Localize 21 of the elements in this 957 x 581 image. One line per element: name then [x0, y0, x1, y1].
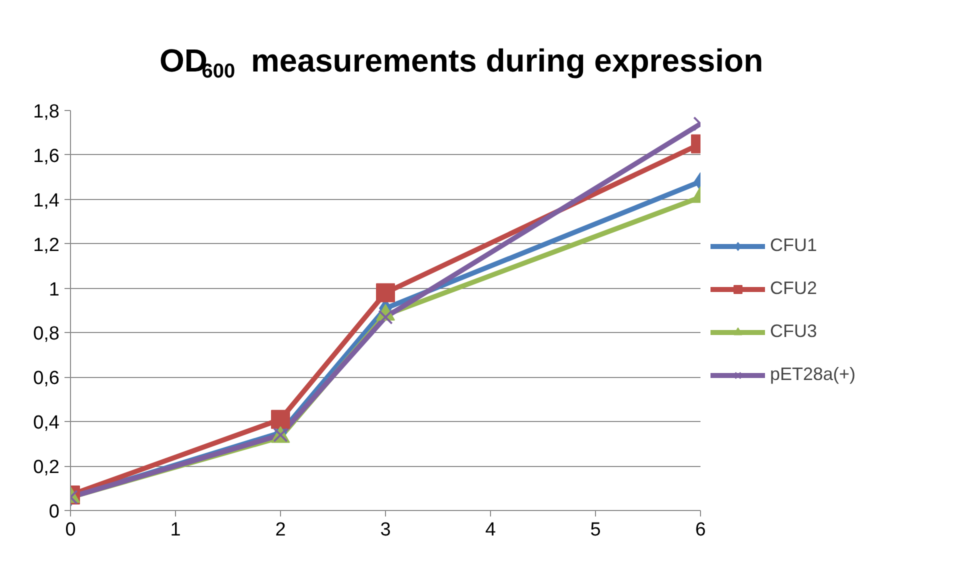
legend-label: CFU3 [770, 321, 818, 342]
y-tick-label: 0 [48, 502, 60, 522]
x-tick-label: 6 [695, 520, 706, 540]
x-tick-label: 3 [380, 520, 391, 540]
y-tick-label: 0,8 [33, 324, 60, 345]
x-tick-label: 5 [590, 520, 601, 540]
y-tick-label: 0,6 [33, 368, 60, 390]
y-tick-label: 1 [48, 279, 60, 300]
x-tick-label: 2 [275, 520, 286, 540]
y-tick-label: 0,2 [33, 457, 60, 478]
legend-label: CFU2 [770, 278, 818, 299]
legend-label: pET28a(+) [770, 364, 856, 385]
x-tick-label: 4 [485, 520, 496, 540]
y-tick-label: 1,4 [33, 190, 60, 212]
x-tick-label: 0 [65, 520, 76, 540]
y-tick-label: 1,6 [33, 146, 60, 167]
y-tick-label: 1,2 [33, 234, 60, 256]
legend-label: CFU1 [770, 235, 818, 256]
x-tick-label: 1 [170, 520, 181, 540]
y-tick-label: 0,4 [33, 412, 60, 434]
y-tick-label: 1,8 [33, 102, 60, 122]
